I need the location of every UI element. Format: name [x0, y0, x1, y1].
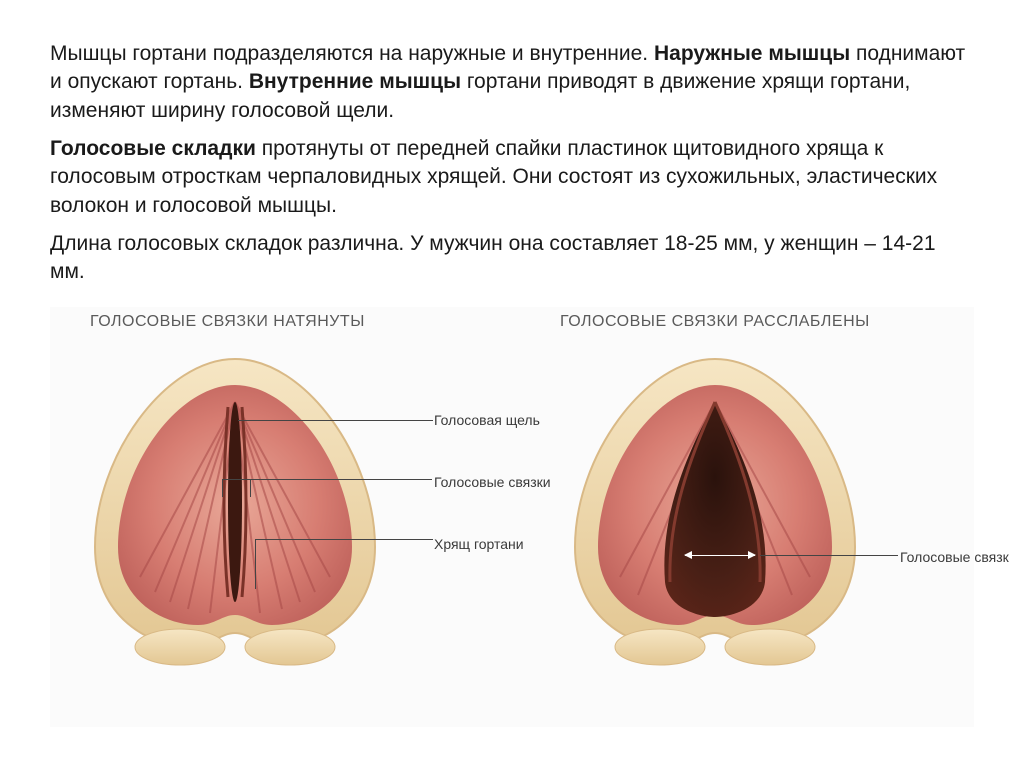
paragraph-1: Мышцы гортани подразделяются на наружные…	[50, 40, 974, 125]
label-cords: Голосовые связки	[434, 474, 551, 490]
figure-title-relaxed: ГОЛОСОВЫЕ СВЯЗКИ РАССЛАБЛЕНЫ	[560, 313, 870, 331]
label-cartilage: Хрящ гортани	[434, 536, 551, 552]
label-cords-right: Голосовые связк	[900, 549, 1009, 565]
paragraph-2: Голосовые складки протянуты от передней …	[50, 135, 974, 220]
lead-cords-v1	[222, 479, 223, 497]
p1-text-a: Мышцы гортани подразделяются на наружные…	[50, 42, 654, 65]
center-label-group: Голосовая щель Голосовые связки Хрящ гор…	[434, 412, 551, 598]
lead-glottis	[238, 420, 433, 421]
lead-cartilage-h	[255, 539, 433, 540]
paragraph-3: Длина голосовых складок различна. У мужч…	[50, 230, 974, 287]
larynx-relaxed	[550, 347, 880, 677]
lead-cartilage-v	[255, 539, 256, 589]
p1-bold-1: Наружные мышцы	[654, 42, 850, 65]
label-glottis: Голосовая щель	[434, 412, 551, 428]
p1-bold-2: Внутренние мышцы	[249, 70, 461, 93]
larynx-tense	[70, 347, 400, 677]
glottis-width-arrow	[685, 555, 755, 556]
lead-cords-v2	[250, 479, 251, 497]
lead-right-cords	[760, 555, 898, 556]
figure-title-tense: ГОЛОСОВЫЕ СВЯЗКИ НАТЯНУТЫ	[90, 313, 365, 331]
lead-cords-h	[222, 479, 432, 480]
p2-bold: Голосовые складки	[50, 137, 256, 160]
vocal-cords-figure: ГОЛОСОВЫЕ СВЯЗКИ НАТЯНУТЫ ГОЛОСОВЫЕ СВЯЗ…	[50, 307, 974, 727]
